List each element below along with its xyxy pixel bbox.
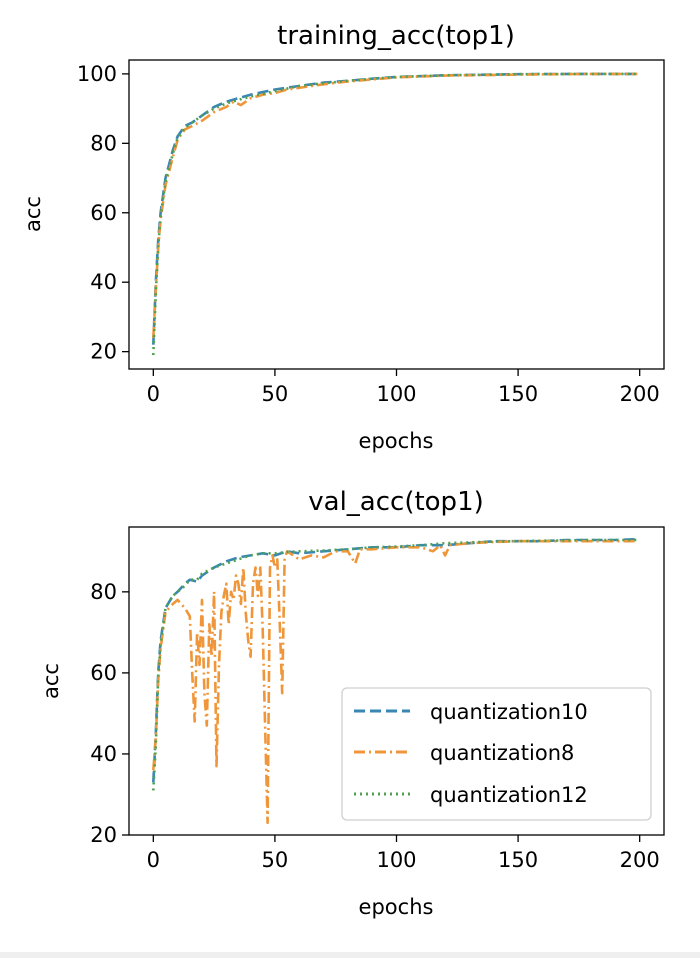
series-line-quantization10 [152, 537, 638, 783]
legend-label-quantization12: quantization12 [430, 783, 588, 807]
plot-frame [128, 526, 665, 836]
x-axis-label: epochs [359, 895, 434, 919]
series-group [152, 72, 638, 356]
x-tick-label: 100 [376, 848, 416, 872]
y-tick-label: 20 [90, 823, 117, 847]
y-tick-label: 100 [77, 62, 117, 86]
y-tick-label: 20 [90, 340, 117, 364]
series-line-quantization12 [152, 72, 638, 356]
y-tick-label: 80 [90, 131, 117, 155]
legend-label-quantization10: quantization10 [430, 700, 588, 724]
validation-accuracy-chart: val_acc(top1) epochs acc 0 50 100 150 200 20 4… [39, 487, 665, 919]
x-tick-label: 0 [147, 848, 160, 872]
chart-title: training_acc(top1) [277, 21, 515, 51]
series-group [152, 537, 638, 825]
y-tick-label: 60 [90, 201, 117, 225]
chart-title: val_acc(top1) [308, 487, 484, 517]
y-tick-label: 40 [90, 270, 117, 294]
series-line-quantization8 [152, 72, 638, 338]
x-tick-label: 50 [262, 382, 289, 406]
y-tick-label: 80 [90, 580, 117, 604]
y-axis-label: acc [39, 663, 63, 699]
tick-group: 0 50 100 150 200 20 40 60 80 [90, 580, 659, 872]
series-line-quantization12 [152, 538, 638, 791]
bottom-strip [0, 952, 700, 958]
x-tick-label: 150 [498, 382, 538, 406]
legend-box [341, 687, 652, 821]
x-tick-label: 50 [262, 848, 289, 872]
y-tick-label: 60 [90, 661, 117, 685]
tick-group: 0 50 100 150 200 20 40 60 80 100 [77, 62, 660, 406]
series-line-quantization10 [152, 72, 638, 345]
legend-label-quantization8: quantization8 [430, 741, 574, 765]
training-accuracy-chart: training_acc(top1) epochs acc 0 50 100 150 2… [21, 21, 665, 453]
legend: quantization10 quantization8 quantizatio… [341, 687, 652, 821]
series-line-quantization8 [152, 539, 638, 825]
x-axis-label: epochs [359, 429, 434, 453]
x-tick-label: 200 [620, 848, 660, 872]
plot-frame [128, 59, 665, 370]
x-tick-label: 100 [376, 382, 416, 406]
x-tick-label: 200 [620, 382, 660, 406]
y-axis-label: acc [21, 196, 45, 232]
x-tick-label: 150 [498, 848, 538, 872]
y-tick-label: 40 [90, 742, 117, 766]
x-tick-label: 0 [147, 382, 160, 406]
